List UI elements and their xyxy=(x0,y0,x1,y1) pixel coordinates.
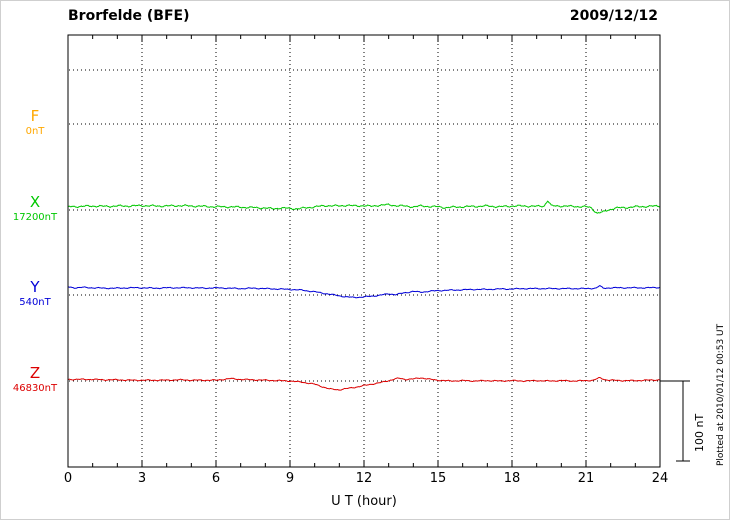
x-tick-label: 9 xyxy=(285,471,295,486)
plotted-at-note: Plotted at 2010/01/12 00:53 UT xyxy=(716,323,726,466)
series-baseline-value: 46830nT xyxy=(12,383,58,394)
series-name: Z xyxy=(29,364,41,382)
x-tick-label: 6 xyxy=(211,471,221,486)
series-label-Y: Y 540nT xyxy=(4,278,66,309)
plot-date: 2009/12/12 xyxy=(569,8,658,24)
x-tick-label: 12 xyxy=(355,471,373,486)
series-baseline-value: 540nT xyxy=(19,297,51,308)
series-name: Y xyxy=(30,278,40,296)
series-baseline-value: 0nT xyxy=(25,126,45,137)
x-tick-label: 18 xyxy=(503,471,521,486)
x-tick-label: 21 xyxy=(577,471,595,486)
trace-Z xyxy=(67,376,661,391)
trace-Y xyxy=(67,285,661,299)
x-tick-label: 15 xyxy=(429,471,447,486)
series-name: X xyxy=(29,193,41,211)
x-axis-label: U T (hour) xyxy=(331,494,397,509)
x-tick-label: 24 xyxy=(651,471,669,486)
x-tick-label: 0 xyxy=(63,471,73,486)
trace-X xyxy=(67,200,661,214)
plot-frame xyxy=(67,34,661,468)
series-label-Z: Z 46830nT xyxy=(4,364,66,395)
series-baseline-value: 17200nT xyxy=(12,212,58,223)
x-tick-label: 3 xyxy=(137,471,147,486)
station-title: Brorfelde (BFE) xyxy=(68,8,190,24)
scalebar-label: 100 nT xyxy=(693,414,706,452)
series-label-X: X 17200nT xyxy=(4,193,66,224)
series-label-F: F 0nT xyxy=(4,107,66,138)
series-name: F xyxy=(30,107,40,125)
